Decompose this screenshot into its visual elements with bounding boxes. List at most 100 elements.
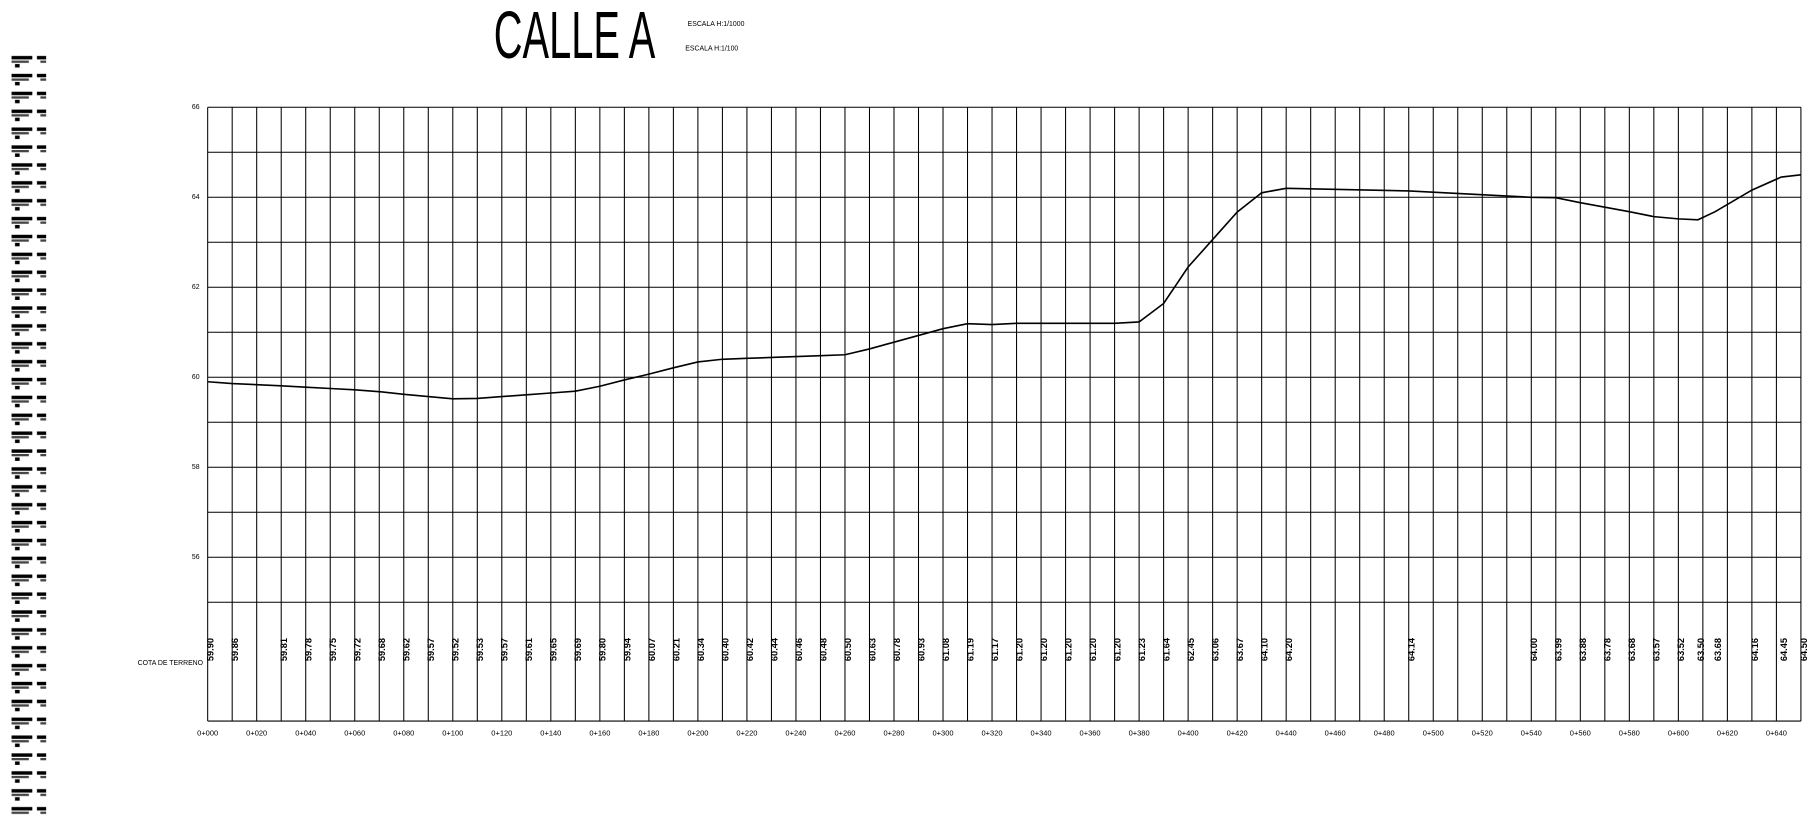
- x-tick-label: 0+580: [1619, 729, 1640, 738]
- x-tick-label: 0+040: [295, 729, 316, 738]
- data-label: 63.88: [1578, 638, 1588, 661]
- x-tick-label: 0+080: [393, 729, 414, 738]
- data-label: 59.69: [573, 638, 583, 661]
- x-tick-label: 0+500: [1423, 729, 1444, 738]
- x-tick-label: 0+120: [491, 729, 512, 738]
- data-label: 59.94: [622, 637, 632, 661]
- data-label: 59.57: [500, 638, 510, 661]
- data-label: 60.07: [647, 638, 657, 661]
- data-label: 63.67: [1235, 638, 1245, 661]
- data-label: 64.45: [1779, 638, 1789, 661]
- data-label: 60.48: [818, 638, 828, 661]
- row-label: COTA DE TERRENO: [138, 660, 204, 667]
- x-tick-label: 0+560: [1570, 729, 1591, 738]
- x-tick-label: 0+480: [1374, 729, 1395, 738]
- y-tick-label: 58: [192, 464, 200, 471]
- x-tick-label: 0+640: [1766, 729, 1787, 738]
- data-label: 60.40: [720, 638, 730, 661]
- chart-subtitle: ESCALA H:1/100: [685, 45, 738, 52]
- x-tick-label: 0+000: [197, 729, 218, 738]
- y-tick-label: 56: [192, 554, 200, 561]
- x-tick-label: 0+400: [1178, 729, 1199, 738]
- x-tick-label: 0+020: [246, 729, 267, 738]
- data-label: 60.50: [843, 638, 853, 661]
- x-tick-label: 0+240: [785, 729, 806, 738]
- x-tick-label: 0+420: [1227, 729, 1248, 738]
- data-label: 59.75: [328, 638, 338, 661]
- data-label: 63.78: [1603, 638, 1613, 661]
- data-label: 60.46: [794, 638, 804, 661]
- data-label: 60.42: [745, 638, 755, 661]
- data-label: 64.50: [1799, 638, 1809, 661]
- x-tick-label: 0+180: [638, 729, 659, 738]
- data-label: 59.57: [426, 638, 436, 661]
- data-label: 60.44: [769, 637, 779, 661]
- data-label: 59.61: [524, 638, 534, 661]
- data-label: 59.86: [230, 638, 240, 661]
- x-tick-label: 0+460: [1325, 729, 1346, 738]
- x-tick-label: 0+600: [1668, 729, 1689, 738]
- data-label: 59.68: [377, 638, 387, 661]
- x-tick-label: 0+360: [1080, 729, 1101, 738]
- data-label: 61.17: [990, 638, 1000, 661]
- data-label: 60.78: [892, 638, 902, 661]
- data-label: 61.08: [941, 638, 951, 661]
- data-label: 64.20: [1284, 638, 1294, 661]
- data-label: 59.78: [304, 638, 314, 661]
- data-label: 63.06: [1211, 638, 1221, 661]
- x-tick-label: 0+160: [589, 729, 610, 738]
- x-tick-label: 0+320: [982, 729, 1003, 738]
- data-label: 59.52: [451, 638, 461, 661]
- data-label: 61.20: [1063, 638, 1073, 661]
- x-tick-label: 0+620: [1717, 729, 1738, 738]
- data-label: 62.45: [1186, 638, 1196, 661]
- y-tick-label: 62: [192, 284, 200, 291]
- data-label: 64.10: [1260, 638, 1270, 661]
- data-label: 60.21: [671, 638, 681, 661]
- data-label: 59.53: [475, 638, 485, 661]
- x-tick-label: 0+280: [883, 729, 904, 738]
- data-label: 59.81: [279, 638, 289, 661]
- data-label: 59.62: [402, 638, 412, 661]
- data-label: 63.68: [1627, 638, 1637, 661]
- data-label: 61.19: [965, 638, 975, 661]
- data-label: 63.99: [1554, 638, 1564, 661]
- chart-title: CALLE A: [494, 0, 656, 72]
- x-tick-label: 0+060: [344, 729, 365, 738]
- data-label: 59.65: [549, 638, 559, 661]
- data-label: 64.14: [1407, 637, 1417, 661]
- x-tick-label: 0+440: [1276, 729, 1297, 738]
- data-label: 63.68: [1713, 638, 1723, 661]
- y-tick-label: 60: [192, 374, 200, 381]
- x-tick-label: 0+380: [1129, 729, 1150, 738]
- data-label: 63.50: [1696, 638, 1706, 661]
- data-label: 59.80: [598, 638, 608, 661]
- data-label: 59.90: [206, 638, 216, 661]
- x-tick-label: 0+520: [1472, 729, 1493, 738]
- scale-ruler: [11, 50, 47, 815]
- data-label: 61.64: [1162, 637, 1172, 661]
- data-label: 61.20: [1112, 638, 1122, 661]
- data-label: 61.20: [1014, 638, 1024, 661]
- data-label: 64.16: [1750, 638, 1760, 661]
- data-label: 61.20: [1088, 638, 1098, 661]
- x-tick-label: 0+100: [442, 729, 463, 738]
- data-label: 61.23: [1137, 638, 1147, 661]
- chart-subtitle: ESCALA H:1/1000: [688, 21, 745, 28]
- data-label: 63.52: [1676, 638, 1686, 661]
- y-tick-label: 64: [192, 194, 200, 201]
- data-label: 60.93: [916, 638, 926, 661]
- x-tick-label: 0+220: [736, 729, 757, 738]
- data-label: 63.57: [1652, 638, 1662, 661]
- y-tick-label: 66: [192, 104, 200, 111]
- x-tick-label: 0+540: [1521, 729, 1542, 738]
- x-tick-label: 0+260: [834, 729, 855, 738]
- x-tick-label: 0+140: [540, 729, 561, 738]
- profile-line: [207, 173, 1802, 400]
- x-tick-label: 0+200: [687, 729, 708, 738]
- data-label: 59.72: [353, 638, 363, 661]
- x-tick-label: 0+300: [932, 729, 953, 738]
- data-label: 60.63: [867, 638, 877, 661]
- data-label: 64.00: [1529, 638, 1539, 661]
